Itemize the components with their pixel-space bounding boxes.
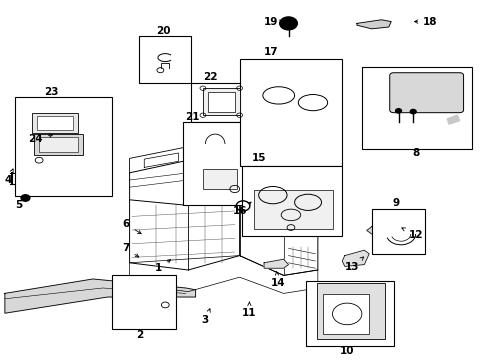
Bar (139, 36, 190, 83)
Polygon shape (264, 259, 288, 268)
Bar (37, 116, 73, 130)
Text: 10: 10 (339, 346, 354, 356)
Text: 2: 2 (136, 330, 142, 340)
Text: 7: 7 (122, 243, 139, 257)
Text: 14: 14 (270, 272, 285, 288)
Text: 5: 5 (15, 197, 27, 210)
Text: 6: 6 (122, 219, 141, 234)
Polygon shape (342, 250, 368, 266)
Text: 18: 18 (414, 17, 437, 27)
Bar (254, 190, 332, 229)
Text: 21: 21 (184, 112, 199, 122)
Bar (361, 67, 471, 149)
Text: 15: 15 (251, 153, 266, 163)
Text: 16: 16 (232, 202, 250, 216)
Text: 11: 11 (242, 302, 256, 318)
Polygon shape (5, 279, 195, 313)
Bar (305, 281, 393, 346)
Bar (203, 88, 239, 115)
Bar (112, 275, 176, 329)
Text: 13: 13 (344, 257, 363, 272)
Text: 19: 19 (264, 17, 282, 27)
Polygon shape (366, 223, 395, 234)
FancyBboxPatch shape (34, 134, 83, 155)
Text: 1: 1 (155, 260, 170, 273)
Bar (316, 283, 385, 339)
Text: 3: 3 (202, 309, 210, 325)
FancyBboxPatch shape (389, 73, 463, 113)
Text: 23: 23 (44, 87, 59, 97)
Text: 9: 9 (392, 198, 399, 208)
Polygon shape (356, 20, 390, 29)
Polygon shape (447, 115, 459, 124)
Text: 17: 17 (264, 47, 278, 57)
Bar (207, 92, 234, 112)
FancyBboxPatch shape (32, 113, 78, 133)
Bar (371, 209, 425, 254)
Circle shape (279, 17, 297, 30)
Bar (242, 166, 342, 236)
Bar (322, 294, 368, 334)
Text: 24: 24 (28, 134, 53, 144)
Text: 20: 20 (156, 26, 171, 36)
Bar (190, 83, 244, 122)
Bar (39, 137, 78, 152)
Circle shape (395, 109, 401, 113)
Circle shape (21, 195, 30, 201)
Bar (183, 122, 249, 205)
Text: 22: 22 (203, 72, 217, 82)
Text: 12: 12 (401, 228, 422, 240)
Text: 4: 4 (4, 169, 13, 185)
Bar (203, 169, 237, 189)
Circle shape (409, 109, 415, 114)
Bar (15, 97, 112, 196)
Bar (239, 59, 342, 166)
Text: 8: 8 (411, 148, 418, 158)
